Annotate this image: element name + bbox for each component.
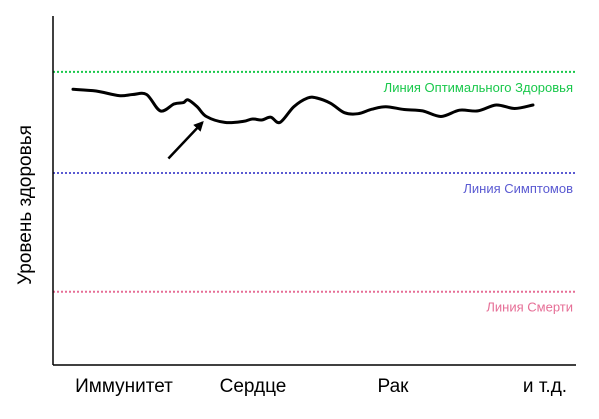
health-series-line-0 [71, 87, 535, 125]
x-category-label-0: Иммунитет [75, 376, 173, 397]
x-category-label-1: Сердце [220, 376, 287, 397]
reference-line-label-0: Линия Оптимального Здоровья [384, 80, 573, 95]
reference-line-label-2: Линия Смерти [486, 300, 573, 315]
annotation-arrow [167, 121, 204, 160]
x-category-label-2: Рак [378, 376, 410, 397]
reference-lines-layer: Линия Оптимального Здоровья Линия Симптом… [53, 70, 576, 315]
category-labels-layer: Иммунитет Сердце Рак и т.д. [75, 376, 567, 397]
reference-line-label-1: Линия Симптомов [463, 181, 573, 196]
series-layer [71, 87, 535, 125]
x-category-label-3: и т.д. [523, 376, 567, 397]
y-axis-title: Уровень здоровья [15, 125, 36, 285]
